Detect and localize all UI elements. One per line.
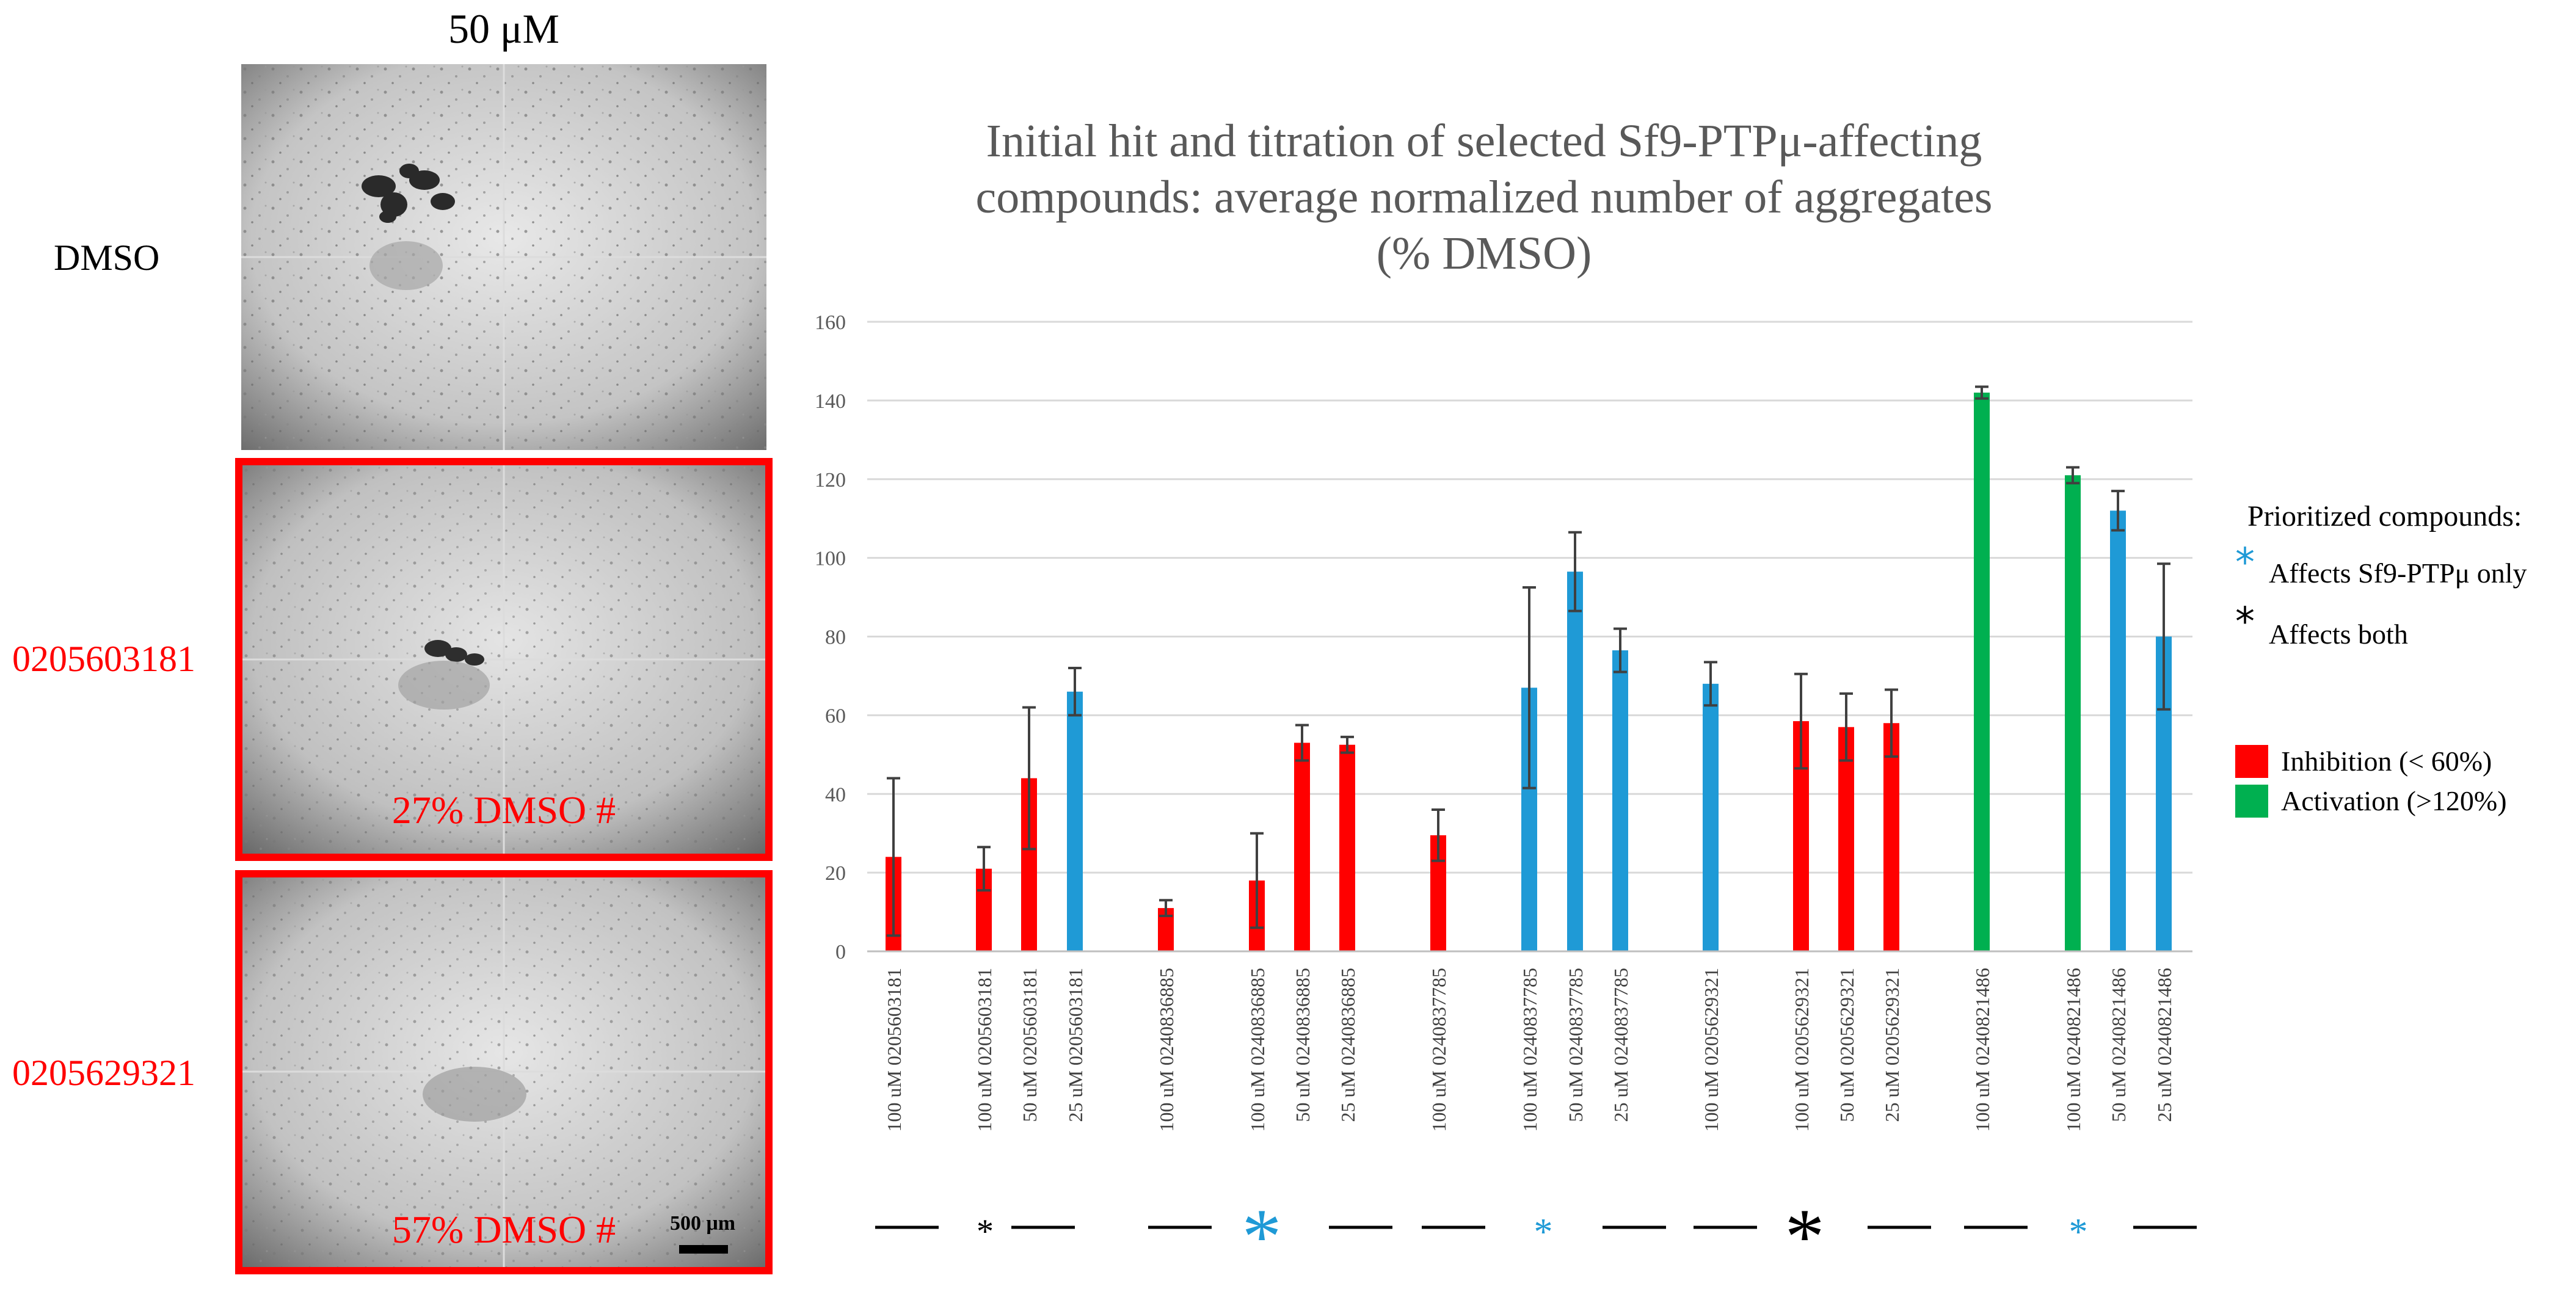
bar — [1883, 723, 1899, 951]
legend-activation-swatch — [2235, 785, 2268, 818]
bar — [1294, 743, 1310, 951]
x-tick-label: 100 uM 0240837785 — [1519, 968, 1541, 1131]
chart-title: Initial hit and titration of selected Sf… — [867, 113, 2101, 281]
bar — [1339, 744, 1355, 951]
bar — [1067, 691, 1083, 951]
legend-heading: Prioritized compounds: — [2247, 500, 2522, 532]
bar — [1703, 683, 1719, 951]
scale-bar — [679, 1245, 728, 1254]
x-tick-label: 100 uM 0205629321 — [1791, 968, 1813, 1131]
legend-inhibition-text: Inhibition (< 60%) — [2281, 746, 2492, 777]
group-star-icon: * — [1785, 1193, 1825, 1281]
y-tick-label: 40 — [825, 783, 846, 806]
overlay-percent-0205603181: 27% DMSO # — [391, 788, 616, 832]
group-star-icon: * — [2069, 1211, 2088, 1253]
y-tick-label: 100 — [815, 548, 846, 570]
chart-title-line-1: Initial hit and titration of selected Sf… — [986, 115, 1982, 167]
x-tick-label: 25 uM 0240821486 — [2153, 968, 2175, 1122]
x-tick-label: 100 uM 0240821486 — [1971, 968, 1993, 1131]
group-star-icon: * — [1242, 1193, 1282, 1281]
panel-title: 50 μM — [448, 5, 559, 52]
x-tick-label: 100 uM 0240836885 — [1246, 968, 1268, 1131]
x-tick-label: 50 uM 0240837785 — [1565, 968, 1587, 1122]
y-tick-label: 160 — [815, 311, 846, 334]
x-tick-label: 50 uM 0240821486 — [2108, 968, 2130, 1122]
x-tick-label: 25 uM 0240837785 — [1610, 968, 1632, 1122]
bar — [1612, 650, 1628, 951]
x-tick-label: 100 uM 0205629321 — [1700, 968, 1722, 1131]
micrograph-0205629321: 57% DMSO # 500 μm — [235, 870, 773, 1274]
x-tick-label: 25 uM 0205603181 — [1064, 968, 1086, 1122]
x-tick-label: 50 uM 0240836885 — [1292, 968, 1314, 1122]
scale-bar-label: 500 μm — [670, 1212, 736, 1235]
x-tick-label: 100 uM 0205603181 — [973, 968, 995, 1131]
y-tick-label: 120 — [815, 469, 846, 492]
row-label-0205629321: 0205629321 — [12, 1053, 195, 1093]
legend-black-text: Affects both — [2269, 619, 2408, 650]
legend-blue-text: Affects Sf9-PTPμ only — [2269, 557, 2527, 589]
x-tick-label: 50 uM 0205629321 — [1836, 968, 1858, 1122]
bar — [1974, 392, 1990, 951]
row-label-dmso: DMSO — [54, 238, 160, 278]
row-label-0205603181: 0205603181 — [12, 639, 195, 679]
legend-black-star-icon: * — [2235, 600, 2255, 645]
x-tick-label: 100 uM 0240821486 — [2062, 968, 2084, 1131]
bar — [1567, 572, 1583, 951]
x-tick-label: 100 uM 0240837785 — [1428, 968, 1450, 1131]
y-tick-label: 0 — [835, 941, 846, 964]
chart-title-line-3: (% DMSO) — [1376, 228, 1592, 279]
micrograph-dmso — [241, 64, 766, 450]
y-tick-label: 80 — [825, 626, 846, 649]
legend-inhibition-swatch — [2235, 745, 2268, 778]
x-tick-label: 100 uM 0240836885 — [1155, 968, 1177, 1131]
y-tick-label: 20 — [825, 862, 846, 885]
overlay-percent-0205629321: 57% DMSO # — [391, 1208, 616, 1251]
chart-title-line-2: compounds: average normalized number of … — [975, 172, 1993, 223]
legend-blue-star-icon: * — [2235, 540, 2255, 586]
y-tick-label: 60 — [825, 705, 846, 727]
bar — [1838, 727, 1854, 951]
micrograph-0205603181: 27% DMSO # — [235, 458, 773, 861]
group-star-icon: * — [1534, 1211, 1553, 1253]
x-tick-label: 50 uM 0205603181 — [1019, 968, 1041, 1122]
x-tick-label: 100 uM 0205603181 — [883, 968, 905, 1131]
bar — [2065, 475, 2081, 951]
group-star-icon: * — [977, 1213, 994, 1251]
x-tick-label: 25 uM 0240836885 — [1337, 968, 1359, 1122]
x-tick-label: 25 uM 0205629321 — [1881, 968, 1903, 1122]
legend-activation-text: Activation (>120%) — [2281, 785, 2507, 816]
bar — [2110, 510, 2126, 951]
y-tick-label: 140 — [815, 390, 846, 413]
